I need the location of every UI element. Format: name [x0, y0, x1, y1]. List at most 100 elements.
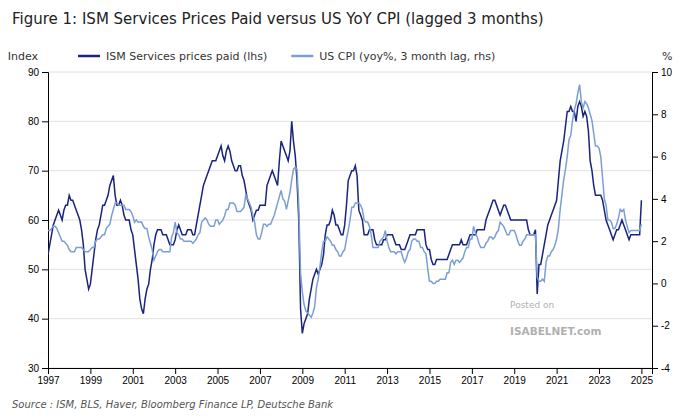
tick-mark: [133, 368, 134, 374]
legend-swatch: [291, 55, 313, 58]
tick-mark: [90, 368, 91, 374]
tick-mark: [652, 283, 658, 284]
tick-mark: [260, 368, 261, 374]
tick: 2013: [376, 368, 399, 386]
tick-label: 60: [28, 215, 40, 226]
tick-label: -2: [661, 320, 670, 331]
tick-label: 2003: [165, 375, 188, 386]
tick-mark: [387, 368, 388, 374]
tick-mark: [42, 121, 48, 122]
tick-mark: [641, 368, 642, 374]
tick: 2001: [122, 368, 145, 386]
tick: 2015: [419, 368, 442, 386]
tick-label: 2023: [588, 375, 611, 386]
legend-item: ISM Services prices paid (lhs): [78, 50, 267, 63]
tick-label: 2001: [122, 375, 145, 386]
tick: 4: [652, 194, 667, 205]
series-line: [48, 102, 641, 334]
tick: 2023: [588, 368, 611, 386]
tick-label: 90: [28, 67, 40, 78]
tick: 6: [652, 151, 667, 162]
tick: 2021: [546, 368, 569, 386]
axis: -4-20246810: [652, 67, 673, 374]
tick-label: 2019: [504, 375, 527, 386]
axis: 1997 1999 2001 2003 2005 2007 2009 2011 2013 2015…: [37, 368, 653, 386]
tick: 80: [28, 116, 48, 127]
tick: 0: [652, 278, 667, 289]
tick-label: -4: [661, 363, 670, 374]
tick-mark: [472, 368, 473, 374]
tick: 30: [28, 363, 48, 374]
tick-label: 70: [28, 165, 40, 176]
tick: 8: [652, 109, 667, 120]
tick-label: 40: [28, 313, 40, 324]
tick: 2009: [292, 368, 315, 386]
tick-label: 4: [661, 194, 667, 205]
tick-label: 2011: [334, 375, 356, 386]
grid: [48, 72, 652, 368]
tick-mark: [42, 319, 48, 320]
legend-label: ISM Services prices paid (lhs): [106, 50, 267, 63]
chart: Figure 1: ISM Services Prices Paid versu…: [0, 0, 700, 420]
axis-title: Index: [8, 50, 39, 63]
axis-line: [49, 369, 653, 375]
grid-line: [48, 269, 652, 270]
tick-mark: [652, 114, 658, 115]
axis-line: [42, 73, 49, 369]
tick: 10: [652, 67, 673, 78]
grid-line: [48, 170, 652, 171]
tick: 1999: [80, 368, 103, 386]
tick-label: 1997: [37, 375, 60, 386]
grid-line: [48, 72, 652, 73]
tick-label: 6: [661, 151, 667, 162]
tick-label: 50: [28, 264, 40, 275]
tick: -2: [652, 320, 670, 331]
tick-mark: [557, 368, 558, 374]
tick: 40: [28, 313, 48, 324]
tick: 2025: [631, 368, 654, 386]
tick-mark: [652, 241, 658, 242]
watermark: Posted on: [510, 300, 554, 310]
series-line: [48, 85, 641, 318]
tick-label: 80: [28, 116, 40, 127]
tick-mark: [514, 368, 515, 374]
tick-label: 0: [661, 278, 667, 289]
tick-mark: [42, 368, 48, 369]
tick-label: 30: [28, 363, 40, 374]
legend-label: US CPI (yoy%, 3 month lag, rhs): [319, 50, 495, 63]
tick: 60: [28, 215, 48, 226]
tick-mark: [599, 368, 600, 374]
tick: 2011: [334, 368, 356, 386]
tick-mark: [429, 368, 430, 374]
tick: 2017: [461, 368, 484, 386]
series-group: [48, 85, 641, 334]
tick-label: 2005: [207, 375, 230, 386]
tick-label: 1999: [80, 375, 103, 386]
grid-line: [48, 318, 652, 319]
tick-label: 2013: [376, 375, 399, 386]
grid-line: [48, 121, 652, 122]
tick-label: 8: [661, 109, 667, 120]
tick-label: 2025: [631, 375, 654, 386]
tick-mark: [652, 368, 658, 369]
source: Source : ISM, BLS, Haver, Bloomberg Fina…: [12, 399, 334, 410]
legend-item: US CPI (yoy%, 3 month lag, rhs): [291, 50, 495, 63]
tick-label: 2017: [461, 375, 484, 386]
tick-label: 10: [661, 67, 673, 78]
tick-mark: [302, 368, 303, 374]
tick-label: 2009: [292, 375, 315, 386]
tick-label: 2021: [546, 375, 569, 386]
tick-mark: [652, 72, 658, 73]
tick-label: 2007: [249, 375, 272, 386]
tick-mark: [42, 220, 48, 221]
tick-mark: [218, 368, 219, 374]
tick: 50: [28, 264, 48, 275]
axis: 30 40 50 60 70 80 90: [28, 67, 49, 374]
tick: -4: [652, 363, 670, 374]
tick: 1997: [37, 368, 60, 386]
axis-title: %: [662, 50, 672, 63]
tick-mark: [42, 171, 48, 172]
tick: 70: [28, 165, 48, 176]
tick-mark: [652, 199, 658, 200]
tick: 2003: [165, 368, 188, 386]
